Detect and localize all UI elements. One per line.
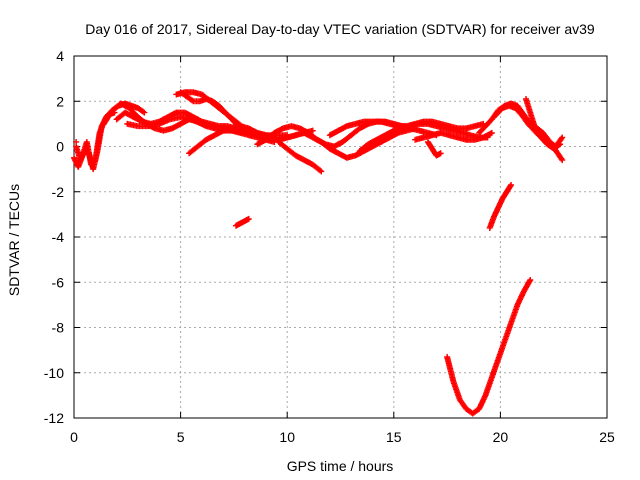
- data-point: [317, 167, 324, 174]
- y-tick-label: -6: [52, 274, 65, 290]
- data-point: [73, 138, 80, 145]
- x-tick-label: 20: [493, 429, 509, 445]
- data-point: [559, 157, 566, 164]
- y-tick-label: -8: [52, 320, 65, 336]
- y-tick-label: 0: [56, 139, 64, 155]
- x-tick-label: 0: [70, 429, 78, 445]
- series-arc-h: [275, 138, 325, 175]
- x-axis-label: GPS time / hours: [287, 458, 394, 474]
- x-tick-label: 25: [599, 429, 615, 445]
- data-point: [555, 142, 562, 149]
- data-point: [527, 276, 534, 283]
- y-tick-label: -12: [44, 410, 64, 426]
- y-tick-label: 4: [56, 48, 64, 64]
- data-point: [558, 135, 565, 142]
- data-layer: [71, 89, 566, 417]
- series-arc-rising-small: [486, 181, 515, 231]
- data-point: [557, 141, 564, 148]
- y-tick-label: -10: [44, 365, 64, 381]
- data-point: [488, 129, 495, 136]
- data-point: [309, 127, 316, 134]
- data-point: [318, 168, 325, 175]
- data-point: [245, 215, 252, 222]
- y-tick-label: -4: [52, 229, 65, 245]
- chart-title: Day 016 of 2017, Sidereal Day-to-day VTE…: [85, 21, 595, 37]
- data-point: [140, 108, 147, 115]
- series-arc-isolated-a: [73, 138, 80, 145]
- tick-layer: 0 5 10 15 20 25 -12 -10 -8 -6 -4 -2 0 2 4: [44, 48, 615, 445]
- grid-layer: [74, 56, 607, 418]
- x-tick-label: 15: [386, 429, 402, 445]
- data-point: [508, 181, 515, 188]
- y-axis-label: SDTVAR / TECUs: [6, 184, 22, 296]
- x-tick-label: 10: [279, 429, 295, 445]
- data-point: [559, 134, 566, 141]
- data-point: [437, 150, 444, 157]
- series-arc-m: [424, 138, 444, 159]
- y-tick-label: 2: [56, 93, 64, 109]
- series-arc-deep: [444, 276, 534, 417]
- data-point: [189, 97, 196, 104]
- y-tick-label: -2: [52, 184, 65, 200]
- data-point: [526, 278, 533, 285]
- data-point: [141, 109, 148, 116]
- series-arc-e: [177, 89, 242, 130]
- series-arc-isolated-b: [233, 215, 252, 229]
- series-arc-l: [412, 129, 495, 143]
- x-tick-label: 5: [177, 429, 185, 445]
- data-point: [507, 183, 514, 190]
- series-arc-p: [522, 95, 566, 164]
